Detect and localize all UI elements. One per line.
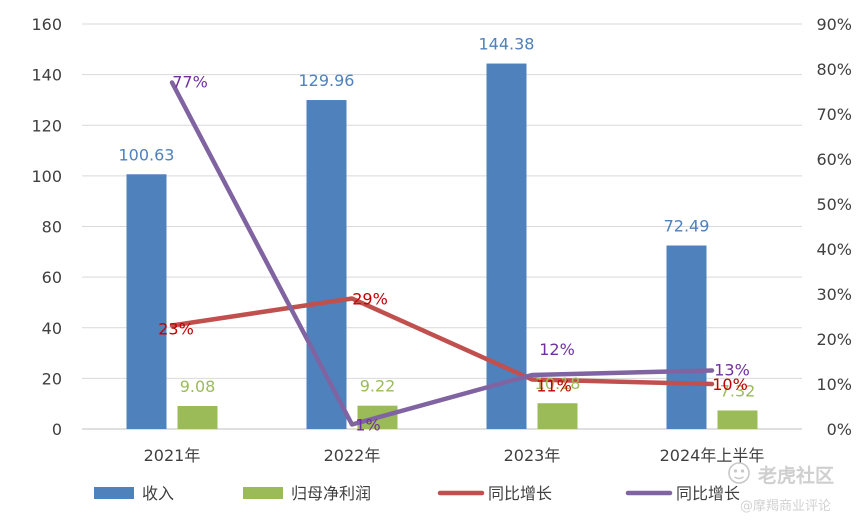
line-data-label: 13% [714, 361, 750, 380]
right-tick-label: 20% [816, 330, 852, 349]
category-label: 2022年 [324, 446, 381, 465]
bar-net-profit [177, 406, 218, 429]
line-data-label: 77% [172, 73, 208, 92]
line-data-label: 23% [158, 320, 194, 339]
left-tick-label: 140 [31, 66, 62, 85]
line-data-label: 29% [352, 290, 388, 309]
left-tick-label: 120 [31, 116, 62, 135]
left-tick-label: 80 [42, 218, 62, 237]
bar-data-label: 72.49 [664, 217, 710, 236]
right-tick-label: 90% [816, 15, 852, 34]
right-tick-label: 10% [816, 375, 852, 394]
left-tick-label: 40 [42, 319, 62, 338]
legend-label: 收入 [142, 484, 174, 503]
bar-data-label: 7.32 [720, 381, 756, 400]
right-tick-label: 80% [816, 60, 852, 79]
watermark: 老虎社区 @摩羯商业评论 [728, 462, 834, 514]
bar-net-profit [717, 410, 758, 429]
line-data-label: 11% [536, 377, 572, 396]
line-layer [169, 80, 715, 427]
bar-data-label: 129.96 [299, 71, 355, 90]
legend-swatch [94, 487, 134, 499]
right-tick-label: 40% [816, 240, 852, 259]
bar-revenue [666, 245, 707, 429]
line-data-label: 1% [355, 416, 380, 435]
bar-layer [126, 63, 758, 430]
legend-swatch [243, 487, 283, 499]
bar-data-label: 9.08 [180, 377, 216, 396]
category-label: 2023年 [504, 446, 561, 465]
category-label: 2021年 [144, 446, 201, 465]
right-axis: 0% 10% 20% 30% 40% 50% 60% 70% 80% 90% [816, 15, 852, 439]
legend-label: 同比增长 [676, 484, 740, 503]
right-tick-label: 50% [816, 195, 852, 214]
watermark-handle: @摩羯商业评论 [740, 498, 831, 514]
bar-data-label: 10.18 [535, 374, 581, 393]
bar-data-label: 100.63 [119, 145, 175, 164]
bar-data-label: 144.38 [479, 35, 535, 54]
right-tick-label: 70% [816, 105, 852, 124]
right-tick-label: 0% [827, 420, 852, 439]
tiger-logo-icon [728, 462, 750, 484]
legend-label: 归母净利润 [291, 484, 371, 503]
line-yoy-growth-2 [169, 80, 715, 427]
bar-data-label: 9.22 [360, 377, 396, 396]
data-label-layer: 100.63 129.96 144.38 72.49 9.08 9.22 10.18 7.32… [119, 35, 756, 435]
x-axis: 2021年 2022年 2023年 2024年上半年 [144, 446, 765, 465]
legend-label: 同比增长 [488, 484, 552, 503]
bar-revenue [126, 174, 167, 429]
left-tick-label: 0 [52, 420, 62, 439]
line-data-label: 10% [712, 375, 748, 394]
grid-layer [82, 23, 802, 430]
right-tick-label: 60% [816, 150, 852, 169]
category-label: 2024年上半年 [660, 446, 765, 465]
left-tick-label: 20 [42, 369, 62, 388]
left-axis: 0 20 40 60 80 100 120 140 160 [31, 15, 62, 439]
watermark-brand: 老虎社区 [758, 464, 834, 487]
left-tick-label: 160 [31, 15, 62, 34]
left-tick-label: 100 [31, 167, 62, 186]
line-yoy-growth-1 [169, 296, 715, 387]
bar-net-profit [537, 403, 578, 429]
left-tick-label: 60 [42, 268, 62, 287]
legend: 收入 归母净利润 同比增长 同比增长 [94, 484, 740, 503]
line-data-label: 12% [539, 340, 575, 359]
right-tick-label: 30% [816, 285, 852, 304]
